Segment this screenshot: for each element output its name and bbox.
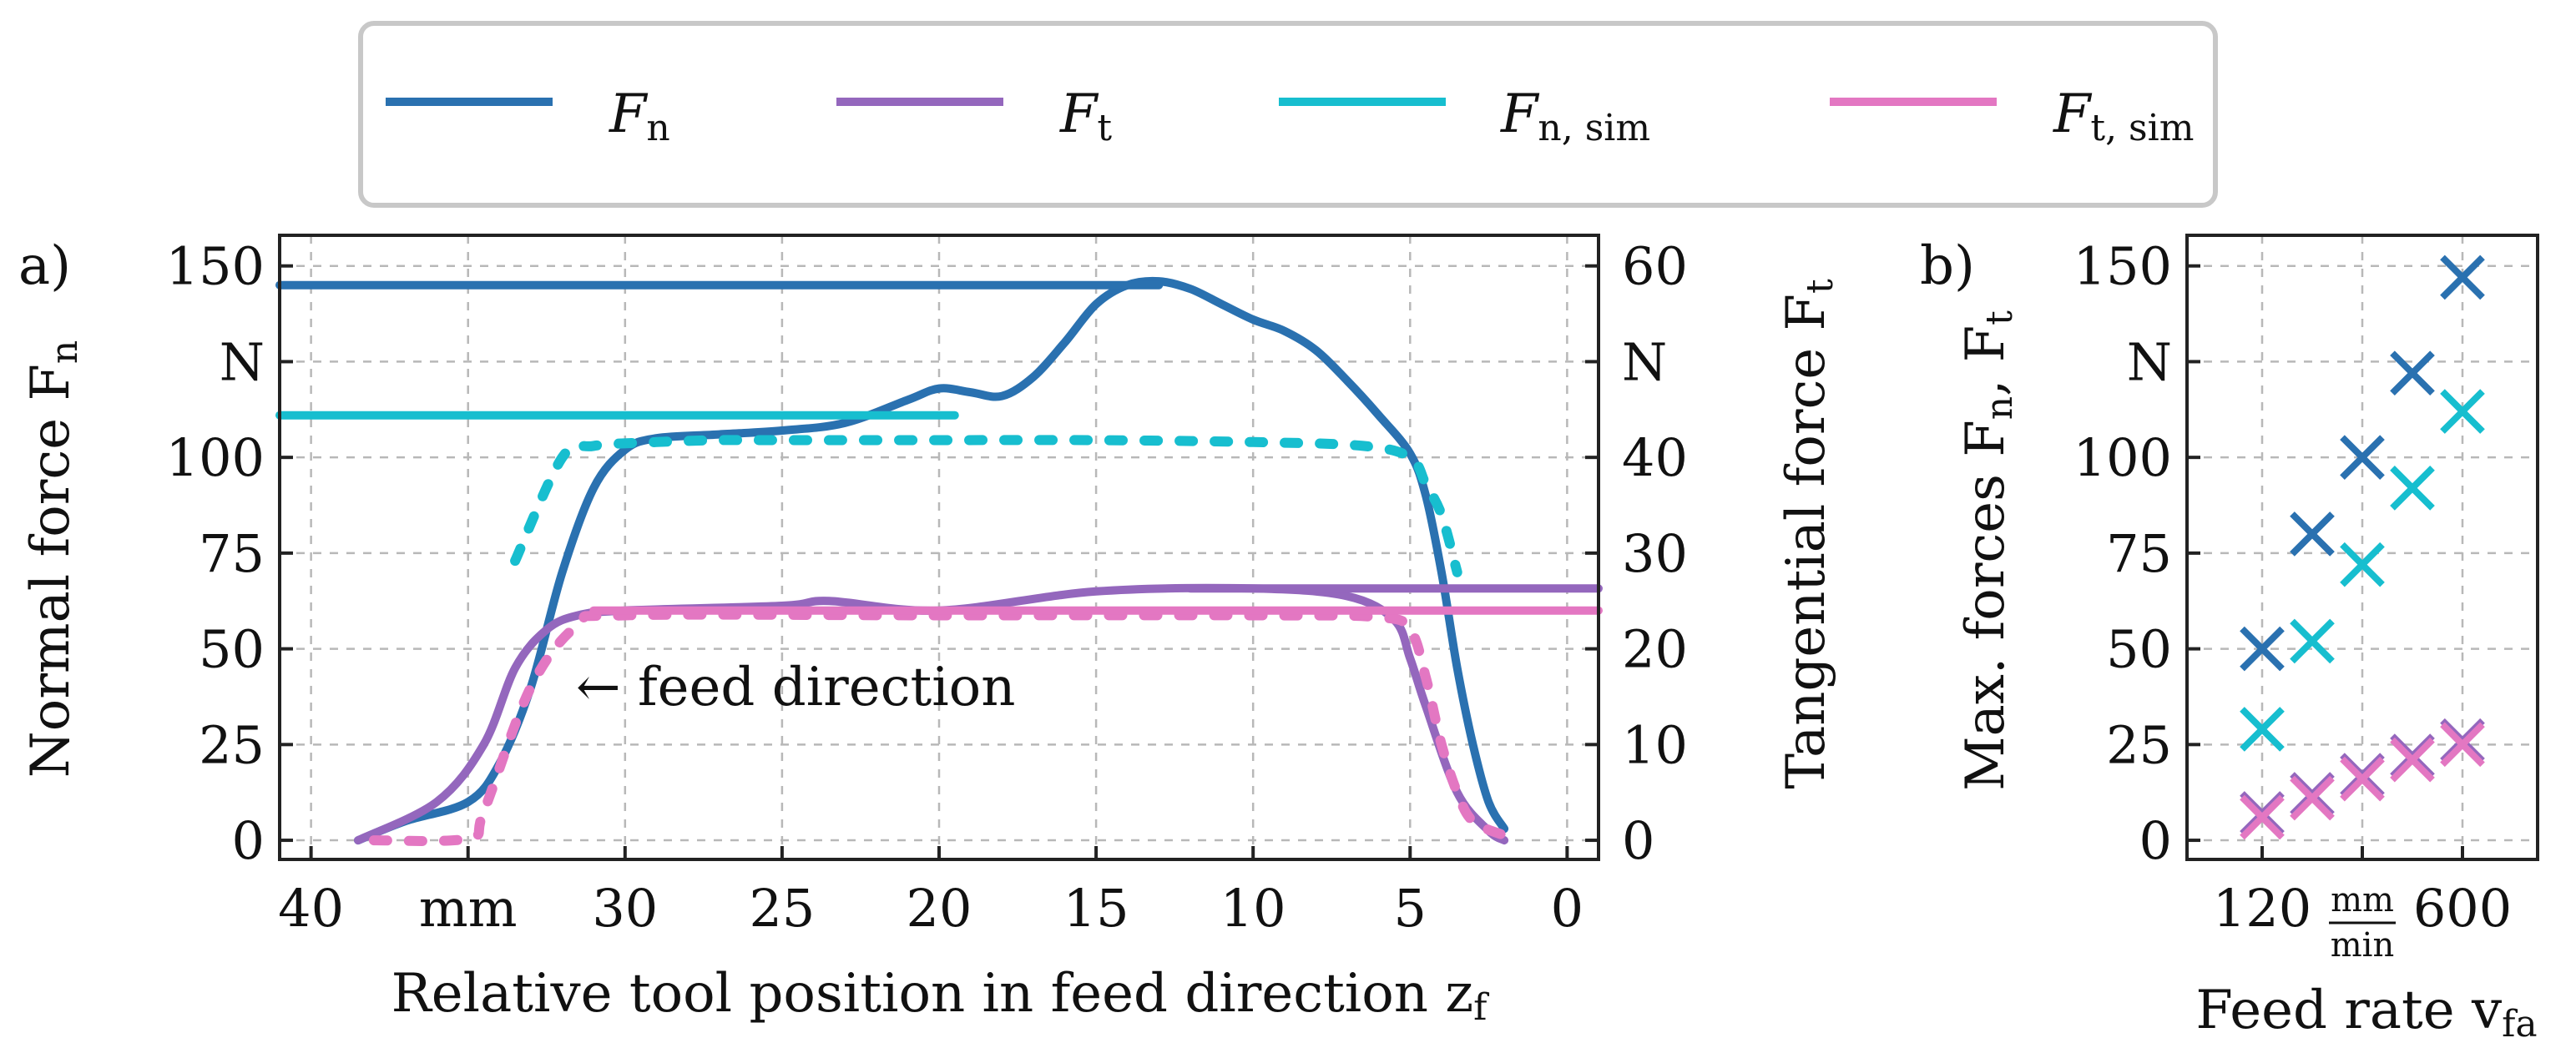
panel-b-label: b)	[1920, 235, 1975, 297]
a-right-tick-label: 40	[1622, 427, 1688, 488]
b-y-tick-label: 50	[2106, 619, 2172, 680]
a-x-tick-label: 15	[1063, 878, 1129, 939]
a-right-tick-label: 30	[1622, 523, 1688, 584]
a-x-tick-label: 20	[907, 878, 972, 939]
legend-label-ft: Ft	[1059, 83, 1112, 149]
b-x-tick-label: 600	[2413, 878, 2512, 939]
series-f-t-sim	[368, 609, 1525, 846]
marker-f-t-sim	[2290, 775, 2335, 821]
a-x-tick-label: 5	[1394, 878, 1427, 939]
legend-frame	[358, 21, 2218, 208]
a-left-tick-label: 50	[199, 619, 265, 680]
a-right-tick-label: N	[1622, 331, 1667, 392]
a-x-tick-label: 40	[278, 878, 344, 939]
b-y-tick-label: N	[2127, 331, 2172, 392]
panel-b-frame	[2185, 234, 2539, 861]
legend-label-fnsim: Fn, sim	[1500, 83, 1650, 149]
marker-f-n-sim	[2390, 466, 2435, 511]
b-y-tick-label: 75	[2106, 523, 2172, 584]
marker-f-t-sim	[2240, 794, 2285, 840]
marker-f-n	[2240, 626, 2285, 672]
panel-a-label: a)	[18, 235, 71, 297]
marker-f-t-sim	[2440, 722, 2485, 768]
marker-f-n	[2390, 350, 2435, 396]
annotation-feed-direction: ← feed direction	[576, 657, 1015, 718]
a-left-tick-label: 150	[166, 236, 265, 297]
panel-b-x-axis-label: Feed rate vfa	[2195, 980, 2537, 1045]
marker-f-n	[2440, 254, 2485, 300]
panel-b: 120 mm min 600 150 N 100 75 50 25 0 b) Feed rate v…	[1920, 234, 2539, 1045]
legend-label-fn: Fn	[609, 83, 670, 149]
panel-a-right-axis-label: Tangential force Ft	[1775, 279, 1841, 789]
a-x-tick-label: 0	[1551, 878, 1583, 939]
a-x-tick-label: 25	[749, 878, 815, 939]
a-right-tick-label: 0	[1622, 810, 1654, 871]
panel-a-left-axis-label: Normal force Fn	[20, 340, 86, 778]
marker-f-n-sim	[2240, 707, 2285, 752]
a-right-tick-label: 60	[1622, 236, 1688, 297]
series-f-n	[354, 276, 1509, 845]
a-left-tick-label: 100	[166, 427, 265, 488]
marker-f-n	[2340, 435, 2385, 480]
b-x-tick-label: 120	[2213, 878, 2311, 939]
a-left-tick-label: 0	[232, 810, 265, 871]
marker-f-t-sim	[2340, 756, 2385, 802]
b-y-tick-label: 100	[2073, 427, 2172, 488]
b-y-tick-label: 0	[2139, 810, 2172, 871]
a-x-tick-label: mm	[419, 878, 518, 939]
a-left-tick-label: N	[220, 331, 265, 392]
a-left-tick-label: 75	[199, 523, 265, 584]
marker-f-n	[2290, 511, 2335, 557]
a-left-tick-label: 25	[199, 714, 265, 775]
a-right-tick-label: 10	[1622, 714, 1688, 775]
a-x-tick-label: 30	[592, 878, 658, 939]
panel-a: 40 mm 30 25 20 15 10 5 0150N100755025060N4030201…	[18, 234, 1841, 1029]
b-x-unit-numerator: mm	[2331, 881, 2394, 919]
a-x-tick-label: 10	[1220, 878, 1286, 939]
legend-label-ftsim: Ft, sim	[2053, 83, 2194, 149]
b-x-unit-denominator: min	[2331, 926, 2394, 965]
marker-f-n-sim	[2440, 389, 2485, 434]
panel-a-frame	[278, 234, 1600, 861]
marker-f-n-sim	[2340, 542, 2385, 587]
panel-a-x-axis-label: Relative tool position in feed direction…	[391, 963, 1489, 1029]
panel-b-y-axis-label: Max. forces Fn, Ft	[1955, 310, 2021, 791]
series-f-n-sim	[510, 435, 1462, 577]
marker-f-n-sim	[2290, 618, 2335, 664]
b-y-tick-label: 25	[2106, 714, 2172, 775]
marker-f-t-sim	[2390, 737, 2435, 783]
legend: Fn Ft Fn, sim Ft, sim	[358, 21, 2218, 208]
b-y-tick-label: 150	[2073, 236, 2172, 297]
a-right-tick-label: 20	[1622, 619, 1688, 680]
